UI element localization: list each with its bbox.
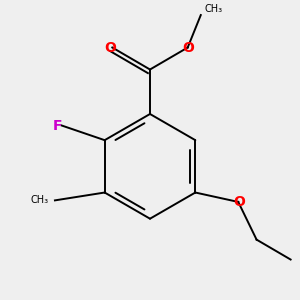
Text: O: O (182, 40, 194, 55)
Text: O: O (233, 195, 245, 209)
Text: F: F (53, 118, 62, 133)
Text: CH₃: CH₃ (205, 4, 223, 14)
Text: O: O (104, 40, 116, 55)
Text: CH₃: CH₃ (31, 195, 49, 206)
